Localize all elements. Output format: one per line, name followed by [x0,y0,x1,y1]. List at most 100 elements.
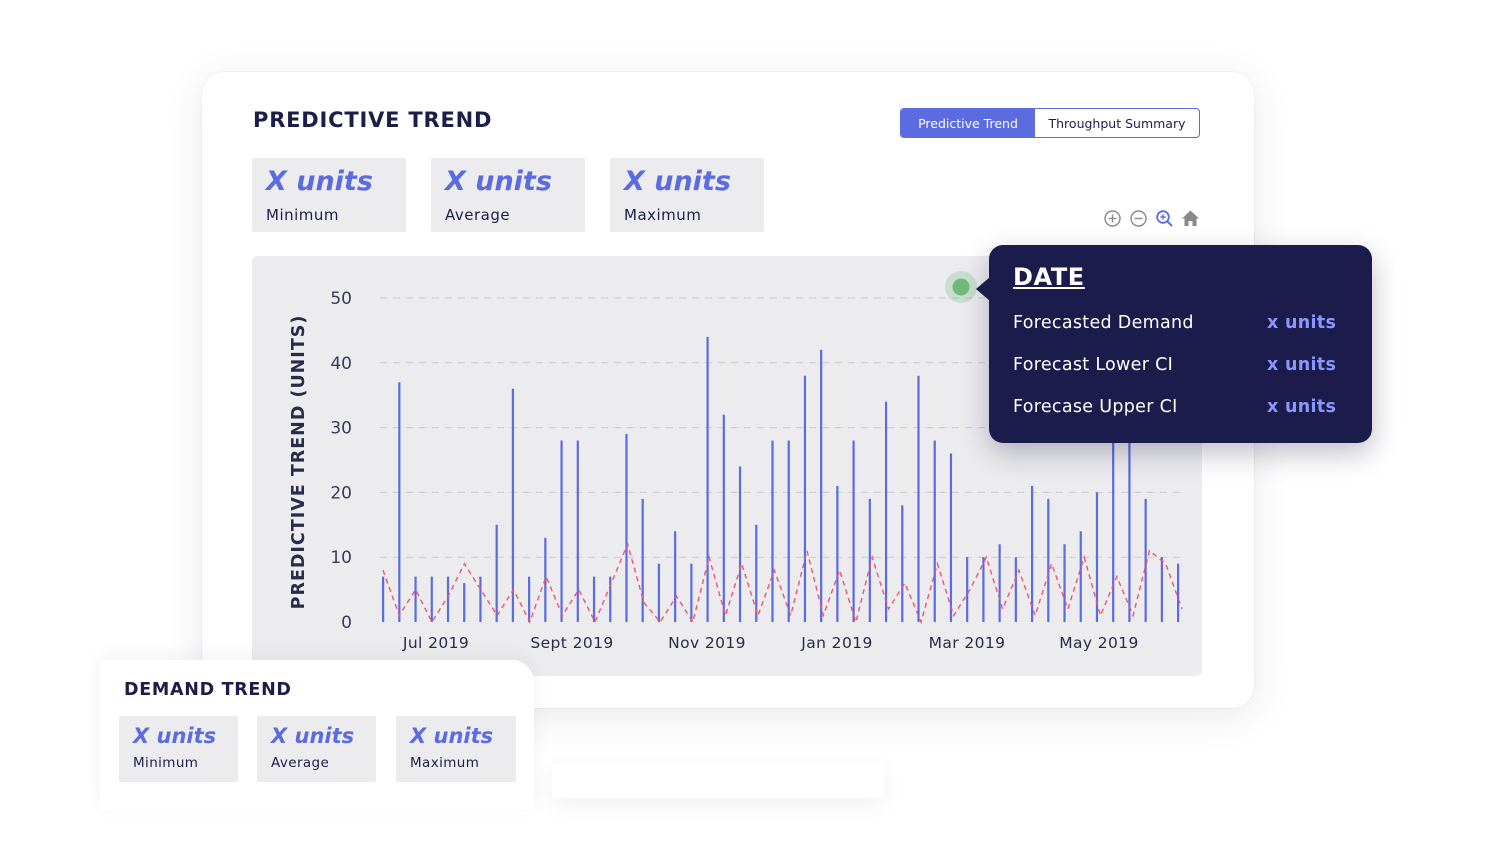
bar [414,576,417,622]
bar [430,576,433,622]
tooltip-row-value: x units [1267,313,1337,333]
stat-value: X units [445,166,552,197]
bar [787,440,790,622]
bar [398,382,401,622]
y-tick-label: 10 [330,548,352,568]
bar [446,576,450,622]
bar [1177,563,1180,622]
tab-throughput-summary[interactable]: Throughput Summary [1048,115,1186,131]
bar [755,524,758,622]
bar [933,440,936,622]
hover-point [952,278,970,296]
bar [1160,557,1163,622]
bar [1030,485,1034,622]
view-toggle: Predictive Trend Throughput Summary [900,108,1200,138]
x-tick-label: Mar 2019 [929,634,1006,652]
bar [852,440,855,622]
bar [1014,557,1017,622]
tooltip-row-value: x units [1267,355,1337,375]
stat-label: Maximum [624,206,702,224]
bar [560,440,563,622]
stat-label: Average [271,755,330,771]
bar [917,375,920,622]
bar [836,485,839,622]
stat-label: Maximum [410,755,480,771]
bar [966,557,969,622]
y-tick-label: 50 [330,289,352,309]
x-tick-label: Jul 2019 [402,634,469,652]
magnifier-icon[interactable] [1155,209,1174,228]
bar [495,524,498,622]
bar [738,466,742,622]
bar [1047,498,1050,622]
x-tick-label: Nov 2019 [668,634,746,652]
bar [706,336,709,622]
stat-minimum: X units Minimum [252,158,406,232]
tooltip-pointer [976,277,990,301]
y-axis-label: PREDICTIVE TREND (UNITS) [289,315,309,610]
stat-label: Average [445,206,511,224]
tooltip-title: DATE [1013,263,1085,291]
tooltip-row-label: Forecasted Demand [1013,313,1194,333]
demand-stat-minimum: X units Minimum [119,716,238,782]
stat-value: X units [624,166,731,197]
bar [901,505,904,622]
bar [1128,382,1131,622]
x-tick-label: May 2019 [1059,634,1139,652]
demand-stat-maximum: X units Maximum [396,716,516,782]
stat-value: X units [271,724,355,748]
y-tick-label: 40 [330,354,352,374]
stat-label: Minimum [133,755,199,771]
page-title: PREDICTIVE TREND [253,108,493,132]
bar [657,563,661,622]
bar [982,557,985,622]
bar [949,453,953,622]
bar [674,531,677,622]
bar [592,576,596,622]
tab-predictive-trend[interactable]: Predictive Trend [901,109,1035,137]
zoom-in-icon[interactable] [1103,209,1122,228]
bar [1063,544,1066,622]
bar [641,498,644,622]
bar [528,576,531,622]
chart-toolbar [1103,209,1200,228]
bar [479,576,482,622]
bar [690,563,693,622]
demand-stat-average: X units Average [257,716,376,782]
bar [382,576,385,622]
stat-average: X units Average [431,158,585,232]
stat-value: X units [266,166,373,197]
chart-tooltip: DATE Forecasted Demand x units Forecast … [976,245,1372,443]
bar [1144,498,1147,622]
bar [1112,440,1115,622]
tooltip-row-label: Forecase Upper CI [1013,397,1178,417]
home-icon[interactable] [1181,209,1200,228]
y-tick-label: 20 [330,483,352,503]
tooltip-row-label: Forecast Lower CI [1013,355,1174,375]
demand-title: DEMAND TREND [124,680,292,700]
bar [1095,492,1099,622]
bar [998,544,1001,622]
stat-maximum: X units Maximum [610,158,764,232]
stat-value: X units [133,724,217,748]
forecast-line [382,542,1183,625]
zoom-out-icon[interactable] [1129,209,1148,228]
x-tick-label: Sept 2019 [530,634,613,652]
bar [820,349,823,622]
bar [884,401,888,622]
x-tick-label: Jan 2019 [800,634,872,652]
bar [463,583,466,622]
stat-value: X units [410,724,494,748]
bar [722,414,725,622]
tooltip-row-value: x units [1267,397,1337,417]
bar [576,440,579,622]
bar [511,388,514,622]
bar [803,375,807,622]
y-tick-label: 0 [341,613,352,633]
background-card [552,764,884,798]
bar [1079,531,1082,622]
bar [868,498,871,622]
bar [609,576,612,622]
y-tick-label: 30 [330,419,352,439]
bar [771,440,774,622]
